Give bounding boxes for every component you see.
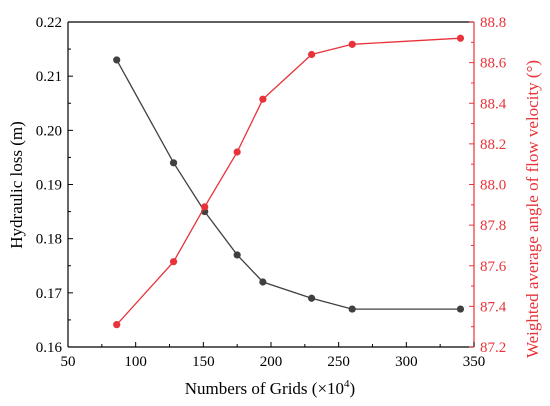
y-left-tick-label: 0.16 xyxy=(36,340,63,356)
y-left-tick-label: 0.21 xyxy=(36,69,62,85)
flow-angle-point xyxy=(259,95,267,103)
y-right-tick-label: 87.4 xyxy=(480,299,507,315)
y-right-tick-label: 87.8 xyxy=(480,218,506,234)
flow-angle-point xyxy=(113,321,121,329)
x-axis-title-close: ) xyxy=(350,379,356,398)
x-axis-title: Numbers of Grids (×104) xyxy=(185,378,355,398)
y-right-tick-label: 88.0 xyxy=(480,178,506,194)
hydraulic-loss-point xyxy=(456,305,465,313)
y-left-tick-label: 0.22 xyxy=(36,15,62,31)
flow-angle-line xyxy=(116,37,461,326)
flow-angle-point xyxy=(233,148,241,156)
y-axis-right-title: Weighted average angle of flow velocity … xyxy=(523,60,542,358)
flow-angle-point xyxy=(201,203,209,211)
x-tick-label: 300 xyxy=(395,354,418,370)
flow-angle-point xyxy=(308,50,316,59)
y-right-tick-label: 88.4 xyxy=(480,96,507,112)
y-right-tick-label: 87.2 xyxy=(480,340,506,356)
x-tick-label: 250 xyxy=(327,354,350,370)
flow-angle-point xyxy=(348,40,356,48)
axes: 50 100 150 200 250 300 350 0.16 0.17 0.18 0.19 0.20… xyxy=(36,15,507,370)
y-left-tick-label: 0.19 xyxy=(36,178,62,194)
hydraulic-loss-point xyxy=(348,305,356,313)
x-axis-title-main: Numbers of Grids (×10 xyxy=(185,379,344,398)
y-right-tick-label: 88.2 xyxy=(480,137,506,153)
hydraulic-loss-line xyxy=(116,59,461,310)
y-right-tick-label: 88.8 xyxy=(480,15,506,31)
flow-angle-point xyxy=(456,34,465,42)
x-tick-label: 50 xyxy=(61,354,76,370)
x-tick-label: 200 xyxy=(260,354,283,370)
series-layer xyxy=(113,34,465,329)
y-left-tick-label: 0.17 xyxy=(36,286,63,302)
hydraulic-loss-point xyxy=(308,294,316,302)
flow-angle-point xyxy=(169,258,178,266)
y-right-tick-label: 88.6 xyxy=(480,56,507,72)
hydraulic-loss-point xyxy=(259,278,267,286)
x-axis-title-exponent: 4 xyxy=(344,378,350,390)
y-left-tick-label: 0.20 xyxy=(36,123,62,139)
hydraulic-loss-point xyxy=(169,159,178,167)
y-right-tick-label: 87.6 xyxy=(480,259,507,275)
x-tick-label: 150 xyxy=(192,354,215,370)
hydraulic-loss-point xyxy=(233,251,241,259)
y-axis-left-title: Hydraulic loss (m) xyxy=(7,121,26,248)
x-tick-label: 100 xyxy=(124,354,147,370)
y-left-tick-label: 0.18 xyxy=(36,232,62,248)
x-tick-label: 350 xyxy=(463,354,486,370)
hydraulic-loss-point xyxy=(113,56,121,64)
